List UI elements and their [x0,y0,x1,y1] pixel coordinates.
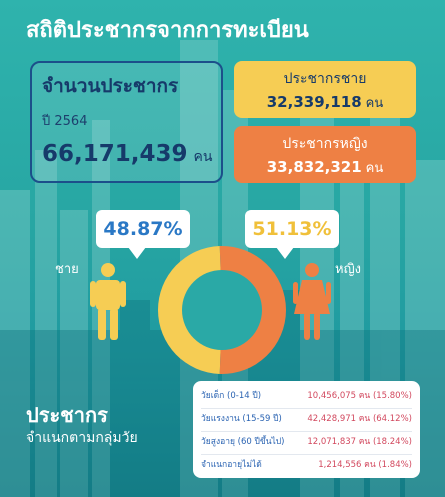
age-group-value: 42,428,971 คน (64.12%) [307,414,412,424]
age-group-name: วัยเด็ก (0-14 ปี) [201,391,262,401]
age-group-name: จำแนกอายุไม่ได้ [201,460,262,470]
age-group-name: วัยแรงงาน (15-59 ปี) [201,414,282,424]
male-population-label: ประชากรชาย [283,71,367,87]
age-group-value: 1,214,556 คน (1.84%) [318,460,412,470]
female-bubble-tail [276,247,294,259]
female-population-unit: คน [365,161,384,176]
age-group-value: 12,071,837 คน (18.24%) [307,437,412,447]
total-population-value-line: 66,171,439 คน [42,141,212,168]
donut-hole [182,270,262,350]
female-population-box: ประชากรหญิง 33,832,321 คน [234,126,416,183]
age-group-card: วัยเด็ก (0-14 ปี) 10,456,075 คน (15.80%)… [193,381,420,478]
female-population-value: 33,832,321 [266,158,362,176]
total-population-label: จำนวนประชากร [42,75,179,97]
male-population-value: 32,339,118 [266,93,362,111]
age-group-value: 10,456,075 คน (15.80%) [307,391,412,401]
female-figure-icon [293,263,331,340]
age-group-name: วัยสูงอายุ (60 ปีขึ้นไป) [201,437,285,447]
age-row: จำแนกอายุไม่ได้ 1,214,556 คน (1.84%) [201,458,412,477]
age-row: วัยเด็ก (0-14 ปี) 10,456,075 คน (15.80%) [201,389,412,409]
female-gender-label: หญิง [335,262,361,277]
total-population-unit: คน [193,149,213,165]
gender-donut-chart [158,246,287,374]
total-population-box: จำนวนประชากร ปี 2564 66,171,439 คน [30,61,223,183]
female-population-value-line: 33,832,321 คน [234,157,416,178]
female-population-label: ประชากรหญิง [282,136,368,152]
age-row: วัยสูงอายุ (60 ปีขึ้นไป) 12,071,837 คน (… [201,435,412,455]
male-population-value-line: 32,339,118 คน [234,92,416,113]
page-title: สถิติประชากรจากการทะเบียน [26,18,309,43]
female-percent-bubble: 51.13% [245,210,339,248]
age-row: วัยแรงงาน (15-59 ปี) 42,428,971 คน (64.1… [201,412,412,432]
male-percent-bubble: 48.87% [96,210,190,248]
total-population-year: ปี 2564 [42,114,88,129]
male-gender-label: ชาย [55,262,79,277]
total-population-value: 66,171,439 [42,141,188,167]
male-bubble-tail [128,247,146,259]
age-section-subtitle: จำแนกตามกลุ่มวัย [26,430,138,446]
age-section-title: ประชากร [26,403,108,427]
male-figure-icon [90,263,126,340]
male-population-unit: คน [365,96,384,111]
male-population-box: ประชากรชาย 32,339,118 คน [234,61,416,118]
